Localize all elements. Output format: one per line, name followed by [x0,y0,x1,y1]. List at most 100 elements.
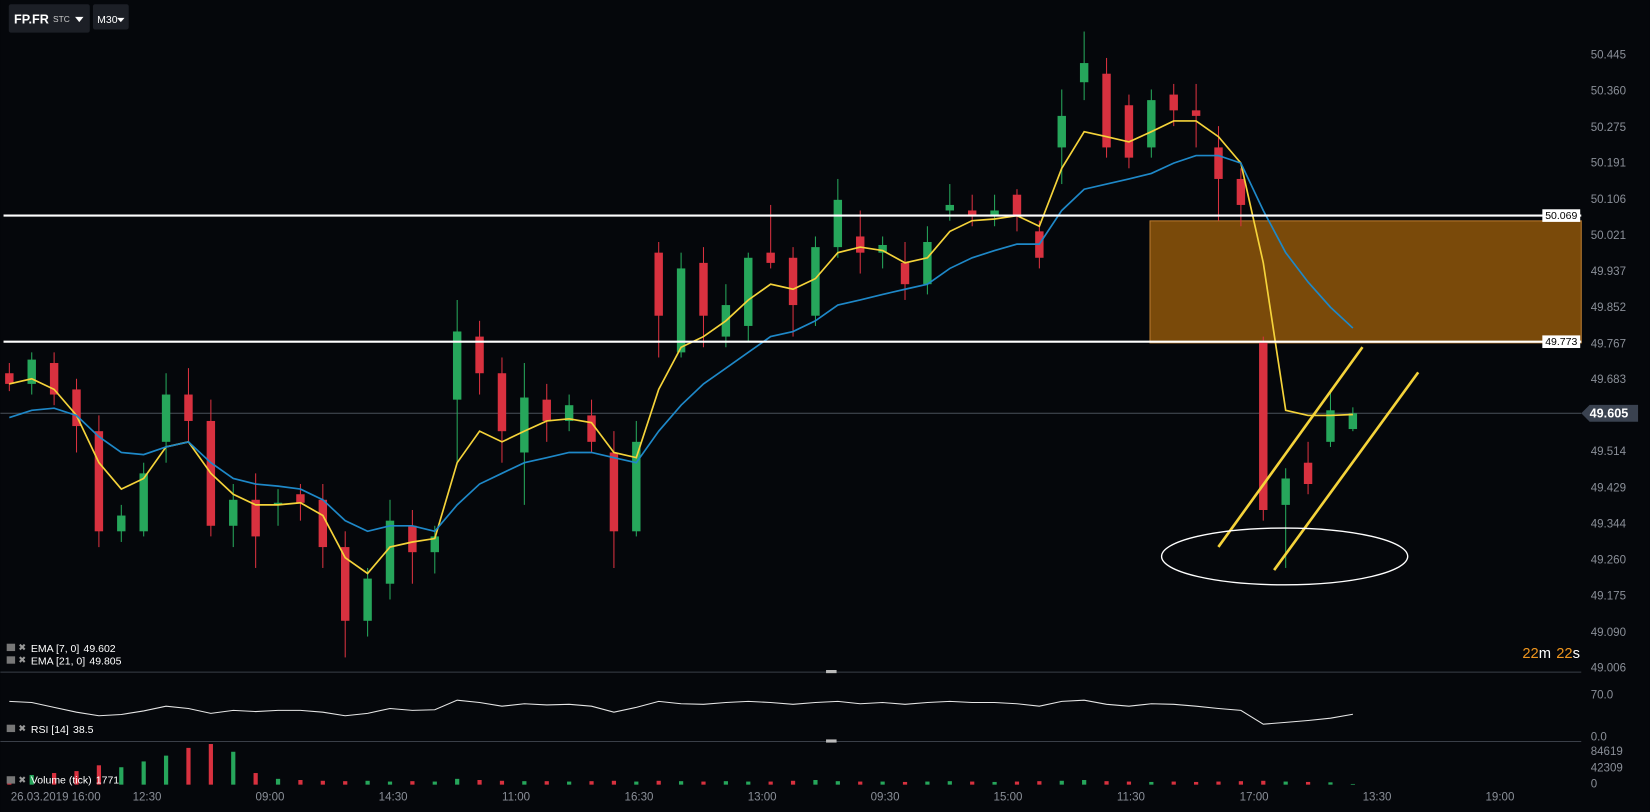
volume-bar [499,780,505,785]
y-tick-label: 50.360 [1591,86,1626,98]
candle-body [430,536,439,553]
price-level-label: 50.069 [1545,210,1577,222]
y-tick-label: 49.175 [1591,591,1626,603]
legend-icon[interactable] [6,643,16,652]
x-tick-label: 09:00 [256,791,285,803]
volume-bar [1238,781,1243,785]
x-tick-label: 17:00 [1240,791,1269,803]
candle-body [609,452,619,532]
legend-close[interactable]: ✖ [18,723,26,734]
legend-close[interactable]: ✖ [18,655,26,666]
volume-bar [1171,781,1176,785]
candle-body [1281,478,1290,505]
candle-body [273,502,283,505]
trend-line[interactable] [1217,346,1364,548]
volume-bar [1037,781,1042,785]
legend-entry: EMA [21, 0] 49.805 [31,655,122,667]
candle-body [811,247,820,316]
countdown-seconds: 22 [1556,646,1572,662]
candle-body [1169,94,1178,111]
candle-body [139,473,148,532]
candle-body [1348,413,1358,430]
candle-body [1214,147,1223,179]
symbol-selector[interactable] [8,4,90,33]
candle-body [1303,462,1313,485]
candle-body [923,242,932,285]
volume-bar [432,781,437,785]
x-tick-label: 19:00 [1486,791,1515,803]
volume-bar [141,761,146,785]
volume-bar [387,781,393,785]
candle-body [676,268,686,353]
timeframe: M30 [97,14,118,26]
candle-body [788,257,798,306]
supply-zone[interactable] [1149,220,1582,344]
current-price-badge [1581,404,1639,422]
legend-value: 49.805 [89,655,121,667]
volume-bar [567,781,572,785]
y-tick-label: 84619 [1591,746,1623,758]
volume-bar [119,767,124,785]
legend-name: EMA [21, 0] [31,655,85,667]
legend-entry: EMA [7, 0] 49.602 [31,643,116,655]
dropdown-arrow [117,17,125,23]
volume-bar [1328,782,1333,785]
candle-body [967,210,977,216]
price-level-badge [1542,209,1581,222]
y-tick-label: 42309 [1591,762,1623,774]
volume-bar [298,780,303,785]
y-tick-label: 49.514 [1591,446,1627,458]
volume-bar [656,780,661,785]
ema-line [9,154,1354,533]
candle-body [385,520,395,584]
volume-bar [902,781,908,785]
volume-bar [611,780,617,785]
volume-bar [634,781,639,785]
candle-body [341,547,350,621]
volume-bar [74,771,79,785]
legend-icon[interactable] [6,724,16,733]
volume-bar [1216,781,1221,785]
candle-body [587,415,596,442]
candle-body [1236,178,1246,205]
countdown: 22m 22s [1522,646,1580,662]
volume-bar [208,744,213,785]
volume-bar [858,781,863,785]
candle-body [452,331,462,400]
volume-bar [947,781,952,785]
x-tick-label: 15:00 [994,791,1023,803]
legend-close[interactable]: ✖ [18,775,26,786]
resize-handle[interactable] [826,670,837,674]
price-level-label: 49.773 [1545,336,1577,348]
volume-bar [253,773,258,785]
candle-body [1102,73,1111,148]
resize-handle[interactable] [826,739,837,743]
candle-body [632,441,641,532]
timeframe-selector[interactable] [92,4,129,30]
legend-name: Volume (tick) [31,774,92,786]
candle-body [744,257,753,326]
volume-bar [790,780,796,785]
candle-body [1124,105,1134,158]
candle-body [408,525,417,553]
volume-bar [723,781,728,785]
legend-close[interactable]: ✖ [18,642,26,653]
highlight-ellipse[interactable] [1160,527,1409,586]
candle-body [318,499,328,548]
candle-body [363,578,372,621]
x-tick-label: 09:30 [871,791,900,803]
volume-bar [1261,780,1266,785]
volume-bar [880,781,885,785]
y-tick-label: 70.0 [1591,689,1613,701]
volume-bar [343,781,348,785]
legend-icon[interactable] [6,656,16,664]
candle-body [1079,63,1089,83]
trend-line[interactable] [1273,371,1420,571]
countdown-unit: s [1573,646,1580,662]
candle-body [475,336,484,374]
legend-icon[interactable] [6,776,16,784]
y-tick-label: 49.006 [1591,663,1626,675]
rsi-line [9,699,1353,725]
candle-body [229,499,238,526]
candle-body [1012,194,1022,216]
